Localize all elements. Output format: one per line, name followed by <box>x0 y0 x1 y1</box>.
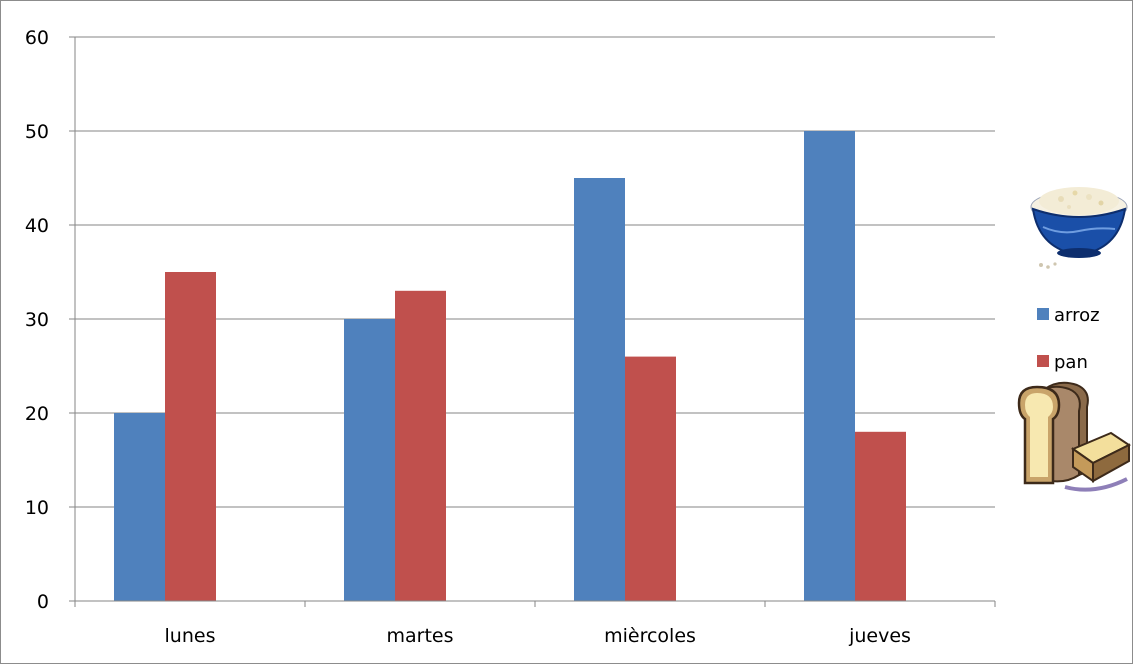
legend-swatch-pan <box>1037 355 1049 367</box>
rice-bowl-icon <box>1030 187 1128 269</box>
y-tick-label: 60 <box>25 27 49 49</box>
x-tick-label: lunes <box>165 625 216 647</box>
bar-pan-martes <box>395 290 446 601</box>
bar-pan-lunes <box>165 272 216 601</box>
y-tick-label: 10 <box>25 497 49 519</box>
x-tick-labels: lunes martes mièrcoles jueves <box>165 625 911 647</box>
x-tick-label: martes <box>386 625 453 647</box>
bread-icon <box>1017 381 1131 492</box>
x-tick-label: mièrcoles <box>604 625 696 647</box>
y-tick-label: 50 <box>25 121 49 143</box>
y-tick-label: 30 <box>25 309 49 331</box>
bar-arroz-mièrcoles <box>574 178 625 601</box>
bar-pan-mièrcoles <box>625 356 676 601</box>
axes <box>74 37 996 607</box>
legend-swatch-arroz <box>1037 308 1049 320</box>
legend: arroz pan <box>1037 305 1100 373</box>
bar-arroz-jueves <box>804 131 855 601</box>
legend-label-pan: pan <box>1054 352 1088 373</box>
bar-arroz-lunes <box>114 413 165 601</box>
x-tick-label: jueves <box>848 625 911 647</box>
y-tick-label: 0 <box>37 591 49 613</box>
legend-label-arroz: arroz <box>1054 305 1100 326</box>
bar-arroz-martes <box>344 319 395 601</box>
bar-pan-jueves <box>855 431 906 601</box>
y-tick-label: 40 <box>25 215 49 237</box>
y-tick-labels: 0 10 20 30 40 50 60 <box>25 27 49 613</box>
y-tick-label: 20 <box>25 403 49 425</box>
bars <box>114 131 906 601</box>
